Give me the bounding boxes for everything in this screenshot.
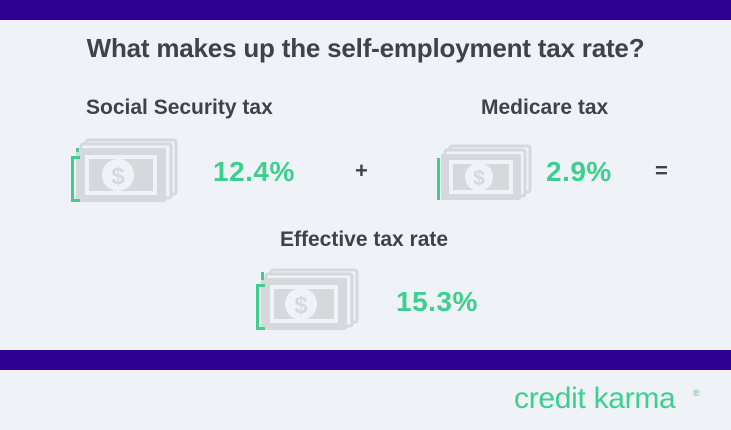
dollar-sign-icon: $ <box>111 163 125 190</box>
medicare-label: Medicare tax <box>481 96 609 119</box>
top-band <box>0 0 731 20</box>
effective-rate: 15.3% <box>396 286 478 317</box>
social-security-label: Social Security tax <box>86 96 273 119</box>
bottom-band <box>0 350 731 370</box>
page-title: What makes up the self-employment tax ra… <box>86 33 645 63</box>
effective-rate-label: Effective tax rate <box>280 228 449 251</box>
brand-logo: credit karma <box>514 382 676 415</box>
money-stack-icon: $ <box>71 138 178 202</box>
footer <box>0 370 731 430</box>
dollar-sign-icon: $ <box>294 292 308 319</box>
registered-mark: ® <box>693 388 700 398</box>
equals-operator: = <box>655 158 668 183</box>
medicare-rate: 2.9% <box>546 156 612 187</box>
money-stack-icon: $ <box>437 144 532 200</box>
dollar-sign-icon: $ <box>473 167 485 190</box>
social-security-rate: 12.4% <box>213 156 295 187</box>
money-stack-icon: $ <box>256 268 359 330</box>
plus-operator: + <box>355 158 368 183</box>
